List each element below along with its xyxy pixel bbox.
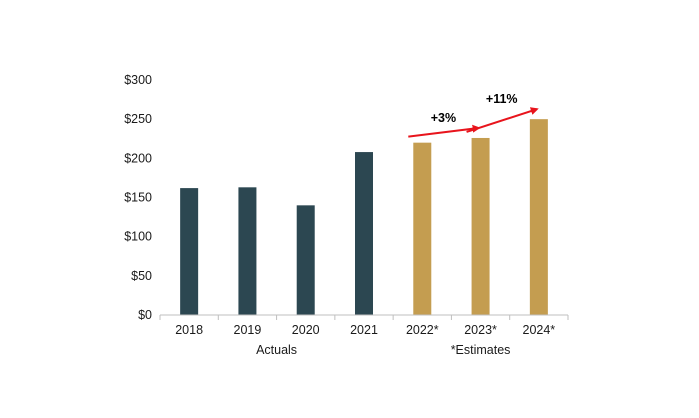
bar-2024-est bbox=[529, 119, 548, 316]
x-tick-label: 2023* bbox=[464, 323, 497, 337]
bar-2020 bbox=[296, 205, 315, 315]
y-tick-label: $300 bbox=[124, 73, 152, 87]
group-label: Actuals bbox=[256, 343, 297, 357]
growth-arrow bbox=[466, 107, 539, 133]
y-tick-label: $250 bbox=[124, 112, 152, 126]
x-tick-label: 2018 bbox=[175, 323, 203, 337]
bar-2023-est bbox=[471, 137, 490, 315]
y-tick-label: $100 bbox=[124, 230, 152, 244]
bar-2019 bbox=[238, 187, 257, 315]
x-tick-label: 2022* bbox=[406, 323, 439, 337]
group-label: *Estimates bbox=[451, 343, 511, 357]
x-tick-label: 2019 bbox=[234, 323, 262, 337]
growth-arrow bbox=[408, 124, 481, 138]
bar-2022-est bbox=[413, 142, 432, 315]
x-tick-label: 2024* bbox=[523, 323, 556, 337]
growth-label: +11% bbox=[486, 92, 518, 106]
x-axis bbox=[159, 314, 569, 320]
group-labels: Actuals *Estimates bbox=[256, 343, 510, 357]
y-axis-tick-labels: $0 $50 $100 $150 $200 $250 $300 bbox=[124, 73, 152, 322]
bar-2021 bbox=[355, 152, 373, 315]
y-tick-label: $150 bbox=[124, 191, 152, 205]
bar-2018 bbox=[180, 188, 199, 315]
x-tick-label: 2021 bbox=[350, 323, 378, 337]
y-tick-label: $0 bbox=[138, 308, 152, 322]
growth-annotations: +3% +11% bbox=[408, 92, 539, 138]
bars bbox=[180, 119, 548, 316]
growth-label: +3% bbox=[431, 111, 456, 125]
y-tick-label: $200 bbox=[124, 151, 152, 165]
x-tick-label: 2020 bbox=[292, 323, 320, 337]
x-axis-tick-labels: 2018 2019 2020 2021 2022* 2023* 2024* bbox=[175, 323, 555, 337]
y-tick-label: $50 bbox=[131, 269, 152, 283]
